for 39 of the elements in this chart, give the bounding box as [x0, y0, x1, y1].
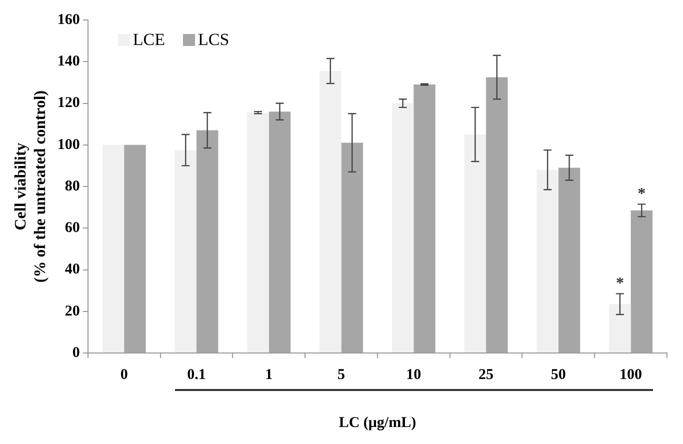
x-axis-title: LC (μg/mL) [338, 414, 416, 431]
x-tick-label: 0.1 [187, 366, 206, 383]
x-tick-label: 50 [550, 366, 566, 383]
bar [392, 103, 414, 352]
y-tick-label: 20 [64, 303, 80, 320]
x-tick-label: 10 [406, 366, 422, 383]
bar [268, 112, 291, 352]
annotation: * [638, 185, 646, 202]
annotation: * [616, 274, 624, 292]
y-tick-label: 60 [64, 220, 80, 236]
y-tick-label: 140 [57, 54, 80, 70]
y-tick-label: 40 [64, 262, 80, 278]
legend-label: LCS [198, 30, 230, 50]
bar [536, 170, 558, 352]
x-tick-label: 0 [120, 366, 128, 383]
x-tick-label: 1 [265, 366, 273, 383]
bar [486, 77, 508, 352]
bar [196, 130, 218, 352]
bar [341, 142, 363, 352]
bar [464, 134, 486, 352]
y-tick-label: 120 [57, 95, 80, 112]
bar [102, 144, 124, 352]
bar [124, 144, 146, 352]
bar [247, 112, 269, 352]
y-tick-label: 80 [64, 178, 80, 194]
x-tick-label: 25 [478, 366, 494, 383]
x-tick-label: 5 [338, 366, 346, 383]
bar [630, 210, 653, 352]
bar [558, 168, 580, 352]
y-axis-title: Cell viability (% of the untreated control) [12, 90, 49, 283]
bar [174, 150, 196, 352]
y-tick-label: 160 [57, 12, 80, 28]
y-tick-label: 0 [72, 344, 80, 361]
bar [609, 304, 631, 352]
legend-label: LCE [132, 30, 165, 50]
bar [320, 70, 342, 352]
bar [414, 84, 436, 352]
y-tick-label: 100 [57, 136, 80, 153]
x-tick-label: 100 [620, 366, 642, 383]
